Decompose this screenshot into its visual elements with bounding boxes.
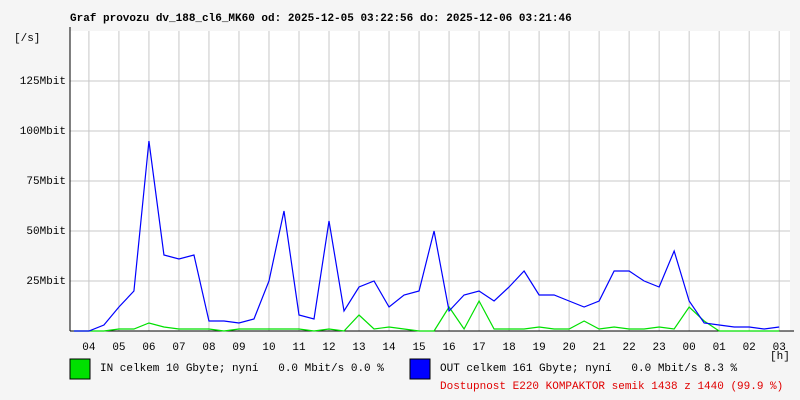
x-tick-label: 05 <box>112 342 125 354</box>
x-tick-label: 12 <box>322 342 335 354</box>
x-tick-label: 07 <box>172 342 185 354</box>
chart-title: Graf provozu dv_188_cl6_MK60 od: 2025-12… <box>70 13 572 25</box>
legend-label: IN celkem 10 Gbyte; nyní 0.0 Mbit/s 0.0 … <box>100 363 384 375</box>
legend-swatch <box>409 358 431 380</box>
x-tick-label: 02 <box>743 342 756 354</box>
x-tick-label: 01 <box>713 342 727 354</box>
x-tick-label: 15 <box>412 342 425 354</box>
x-tick-label: 03 <box>773 342 786 354</box>
x-axis-label: [h] <box>770 351 790 363</box>
x-tick-label: 21 <box>593 342 607 354</box>
legend-swatch <box>69 358 91 380</box>
x-tick-label: 18 <box>502 342 515 354</box>
x-tick-label: 09 <box>232 342 245 354</box>
x-tick-label: 16 <box>442 342 455 354</box>
x-tick-label: 04 <box>82 342 96 354</box>
y-tick-label: 75Mbit <box>26 176 66 188</box>
x-tick-label: 00 <box>683 342 696 354</box>
x-tick-label: 20 <box>563 342 576 354</box>
x-tick-label: 22 <box>623 342 636 354</box>
x-tick-label: 11 <box>292 342 306 354</box>
y-tick-label: 100Mbit <box>20 126 66 138</box>
y-tick-label: 125Mbit <box>20 76 66 88</box>
y-tick-label: 50Mbit <box>26 226 66 238</box>
x-tick-label: 10 <box>262 342 275 354</box>
legend-label: OUT celkem 161 Gbyte; nyní 0.0 Mbit/s 8.… <box>440 363 737 375</box>
x-tick-label: 14 <box>382 342 396 354</box>
x-tick-label: 06 <box>142 342 155 354</box>
x-tick-label: 19 <box>532 342 545 354</box>
x-tick-label: 08 <box>202 342 215 354</box>
series-line <box>73 140 780 332</box>
y-axis-label: [/s] <box>14 33 40 45</box>
y-tick-label: 25Mbit <box>26 276 66 288</box>
availability-note: Dostupnost E220 KOMPAKTOR semik 1438 z 1… <box>440 381 783 393</box>
x-tick-label: 13 <box>352 342 365 354</box>
series-line <box>73 299 780 332</box>
x-tick-label: 23 <box>653 342 666 354</box>
x-tick-label: 17 <box>472 342 485 354</box>
